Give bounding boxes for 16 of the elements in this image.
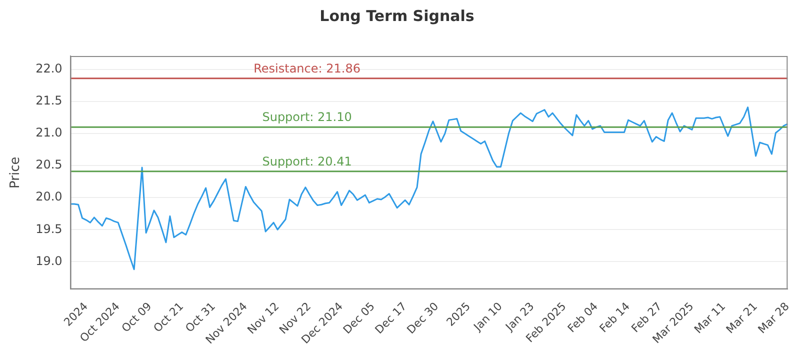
y-tick-label: 20.0	[36, 190, 62, 204]
x-tick-label: Jan 10	[470, 300, 505, 334]
ref-line-label: Support: 20.41	[262, 154, 352, 168]
chart-title: Long Term Signals	[320, 6, 474, 25]
y-tick-label: 21.5	[36, 94, 62, 108]
x-tick-label: Mar 28	[756, 300, 792, 336]
y-axis-title: Price	[8, 156, 24, 188]
ref-line-label: Resistance: 21.86	[254, 62, 360, 76]
ref-line-label: Support: 21.10	[262, 110, 352, 124]
y-tick-label: 19.5	[36, 222, 62, 236]
y-tick-label: 21.0	[36, 126, 62, 140]
y-tick-label: 19.0	[36, 254, 62, 268]
x-tick-label: Feb 14	[597, 300, 632, 336]
y-tick-label: 22.0	[36, 62, 62, 76]
y-tick-label: 20.5	[36, 158, 62, 172]
x-tick-label: Dec 30	[404, 300, 442, 336]
